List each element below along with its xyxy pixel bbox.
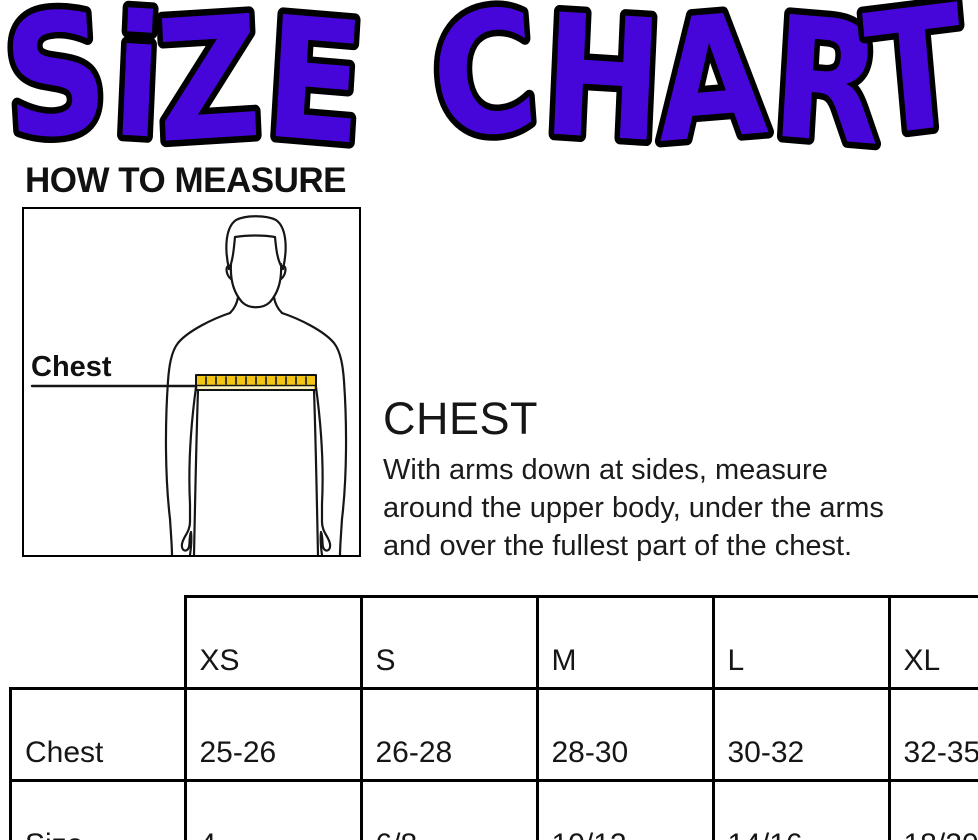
row-label-chest: Chest	[9, 687, 187, 782]
cell-chest-s: 26-28	[359, 687, 539, 782]
chest-description-line-1: With arms down at sides, measure	[383, 454, 828, 486]
male-torso-outline-icon	[30, 215, 348, 555]
measuring-tape-ticks	[205, 376, 307, 385]
figure-ear-left	[225, 264, 233, 281]
table-row-size: Size 4 6/8 10/12 14/16 18/20	[9, 779, 978, 840]
cell-chest-m: 28-30	[535, 687, 715, 782]
chest-description-line-2: around the upper body, under the arms	[383, 492, 884, 524]
how-to-measure-heading: HOW TO MEASURE	[25, 161, 346, 200]
figure-torso-left	[192, 388, 200, 555]
row-label-size: Size	[9, 779, 187, 840]
chest-description-line-3: and over the fullest part of the chest.	[383, 530, 853, 562]
figure-neck-left	[228, 295, 240, 315]
title-word-chart: CHART	[423, 0, 972, 158]
size-chart-table: XS S M L XL Chest 25-26 26-28 28-30 30-3…	[9, 595, 978, 840]
table-header-row: XS S M L XL	[11, 595, 978, 690]
chest-section-heading: CHEST	[383, 393, 539, 444]
cell-chest-l: 30-32	[711, 687, 891, 782]
measuring-tape	[195, 374, 317, 391]
measuring-tape-lower-strip	[198, 386, 314, 389]
chest-description: With arms down at sides, measure around …	[383, 451, 884, 565]
figure-right-arm-inner	[314, 385, 332, 555]
table-corner-cell	[11, 597, 186, 689]
figure-torso-right	[312, 388, 320, 555]
figure-hair-fringe	[227, 234, 285, 271]
measure-diagram-box: Chest	[22, 207, 361, 557]
header-cell-l: L	[711, 595, 891, 690]
table-row-chest: Chest 25-26 26-28 28-30 30-32 32-35	[9, 687, 978, 782]
page-title: SiZE CHART	[0, 0, 978, 158]
cell-size-s: 6/8	[359, 779, 539, 840]
header-cell-xs: XS	[183, 595, 363, 690]
figure-right-arm-outer	[280, 311, 348, 555]
figure-ear-right	[279, 264, 287, 281]
cell-size-m: 10/12	[535, 779, 715, 840]
header-cell-s: S	[359, 595, 539, 690]
figure-left-arm-outer	[164, 311, 232, 555]
figure-hair	[225, 215, 287, 271]
header-cell-xl: XL	[887, 595, 978, 690]
cell-size-xl: 18/20	[887, 779, 978, 840]
cell-chest-xl: 32-35	[887, 687, 978, 782]
title-word-size: SiZE	[0, 0, 371, 158]
cell-size-xs: 4	[183, 779, 363, 840]
chest-diagram-label: Chest	[31, 351, 112, 383]
cell-chest-xs: 25-26	[183, 687, 363, 782]
figure-face	[229, 262, 283, 309]
cell-size-l: 14/16	[711, 779, 891, 840]
figure-neck-right	[272, 295, 284, 315]
figure-left-arm-inner	[180, 385, 198, 555]
header-cell-m: M	[535, 595, 715, 690]
